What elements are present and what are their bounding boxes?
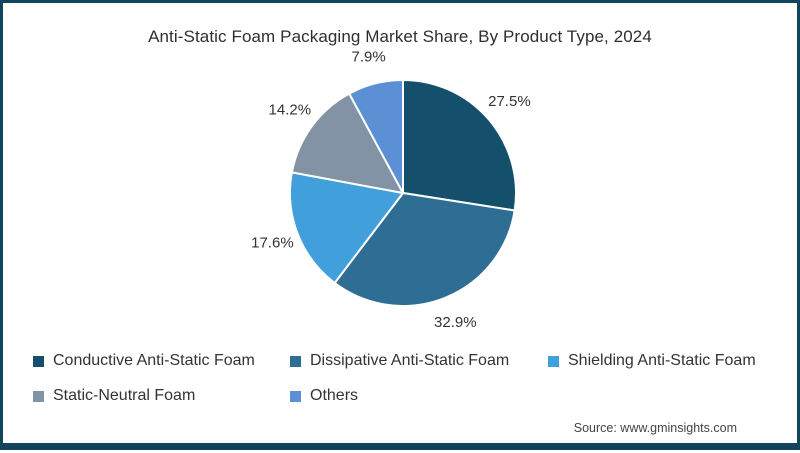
legend-label-static-neutral: Static-Neutral Foam — [53, 387, 196, 404]
pie-slice-4 — [348, 79, 404, 194]
pie-slice-label-2: 17.6% — [251, 234, 294, 251]
pie-slice-label-1: 32.9% — [434, 314, 477, 331]
pie-slice-label-3: 14.2% — [269, 102, 312, 119]
pie-slice-1 — [333, 192, 516, 307]
legend-item-shielding: Shielding Anti-Static Foam — [548, 352, 756, 370]
pie-slice-2 — [289, 171, 404, 284]
legend-label-conductive: Conductive Anti-Static Foam — [53, 352, 255, 369]
legend-label-dissipative: Dissipative Anti-Static Foam — [310, 352, 510, 369]
legend-marker-shielding-icon — [548, 355, 559, 367]
legend-marker-others-icon — [290, 390, 301, 402]
legend-label-others: Others — [310, 387, 359, 404]
source-text: Source: www.gminsights.com — [573, 421, 737, 435]
legend-item-dissipative: Dissipative Anti-Static Foam — [290, 352, 509, 370]
legend-label-shielding: Shielding Anti-Static Foam — [568, 352, 756, 369]
legend-marker-dissipative-icon — [290, 355, 301, 367]
pie-slice-label-0: 27.5% — [488, 93, 531, 110]
legend-marker-static-neutral-icon — [33, 390, 44, 402]
legend-item-others: Others — [290, 387, 358, 405]
chart-title: Anti-Static Foam Packaging Market Share,… — [148, 27, 652, 46]
pie-slice-3 — [290, 92, 404, 194]
legend-item-conductive: Conductive Anti-Static Foam — [33, 352, 255, 370]
legend-item-static-neutral: Static-Neutral Foam — [33, 387, 195, 405]
pie-chart: 27.5% 32.9% 17.6% 14.2% 7.9% — [251, 48, 531, 331]
pie-slice-label-4: 7.9% — [351, 48, 385, 65]
pie-slice-0 — [402, 79, 517, 212]
legend-marker-conductive-icon — [33, 355, 44, 367]
